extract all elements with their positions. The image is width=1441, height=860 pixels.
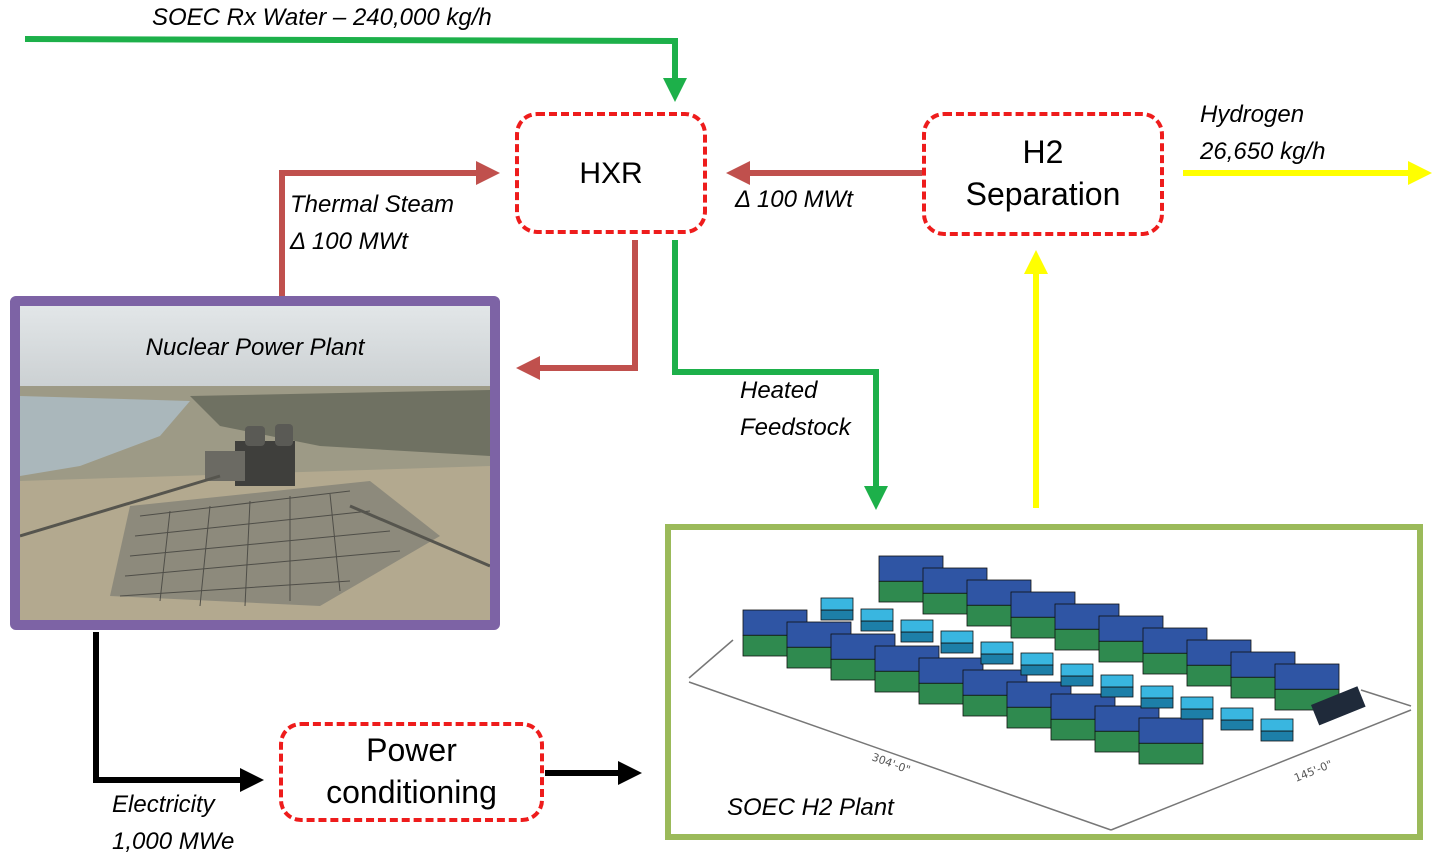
nuclear-plant-title: Nuclear Power Plant <box>145 334 365 361</box>
thermal-steam-arrow <box>279 161 500 300</box>
electricity-label: Electricity 1,000 MWe <box>112 791 235 856</box>
steam-return-arrow <box>516 240 638 380</box>
balance-of-plant-unit <box>980 641 1014 665</box>
electricity-arrow <box>93 632 264 792</box>
hxr-label: HXR <box>579 156 643 190</box>
balance-of-plant-unit <box>900 619 934 643</box>
power-conditioning-label: Power conditioning <box>326 732 497 810</box>
thermal-steam-label: Thermal Steam Δ 100 MWt <box>290 191 455 256</box>
hxr-node: HXR <box>515 112 707 234</box>
balance-of-plant-unit <box>1220 707 1254 731</box>
balance-of-plant-unit <box>860 608 894 632</box>
balance-of-plant-unit <box>1060 663 1094 687</box>
nuclear-power-plant-panel: Nuclear Power Plant <box>10 296 500 630</box>
dimension-length: 304'-0" <box>870 751 912 777</box>
soec-plant-title: SOEC H2 Plant <box>727 794 894 821</box>
balance-of-plant-unit <box>1100 674 1134 698</box>
soec-plant-panel: 304'-0" 145'-0" SOEC H2 Plant <box>665 524 1423 840</box>
balance-of-plant-unit <box>940 630 974 654</box>
dimension-width: 145'-0" <box>1292 758 1334 785</box>
nuclear-plant-image <box>20 306 490 620</box>
balance-of-plant-unit <box>1020 652 1054 676</box>
water-feed-arrow <box>24 36 687 102</box>
soec-containers <box>742 555 1340 765</box>
soec-plant-layout: 304'-0" 145'-0" <box>688 555 1412 831</box>
power-conditioning-node: Power conditioning <box>279 722 544 822</box>
heat-delta-label: Δ 100 MWt <box>735 186 853 213</box>
h2-separation-label: H2 Separation <box>965 134 1121 212</box>
heated-feedstock-label: Heated Feedstock <box>740 377 851 442</box>
water-feed-label: SOEC Rx Water – 240,000 kg/h <box>152 4 492 31</box>
h2-separation-node: H2 Separation <box>922 112 1164 236</box>
truck <box>1311 686 1366 726</box>
hydrogen-label: Hydrogen 26,650 kg/h <box>1200 101 1326 166</box>
balance-of-plant-unit <box>1180 696 1214 720</box>
balance-of-plant-unit <box>1140 685 1174 709</box>
heated-feedstock-arrow <box>672 240 888 510</box>
balance-of-plant-unit <box>820 597 854 621</box>
soec-container <box>1138 717 1204 765</box>
balance-of-plant-unit <box>1260 718 1294 742</box>
